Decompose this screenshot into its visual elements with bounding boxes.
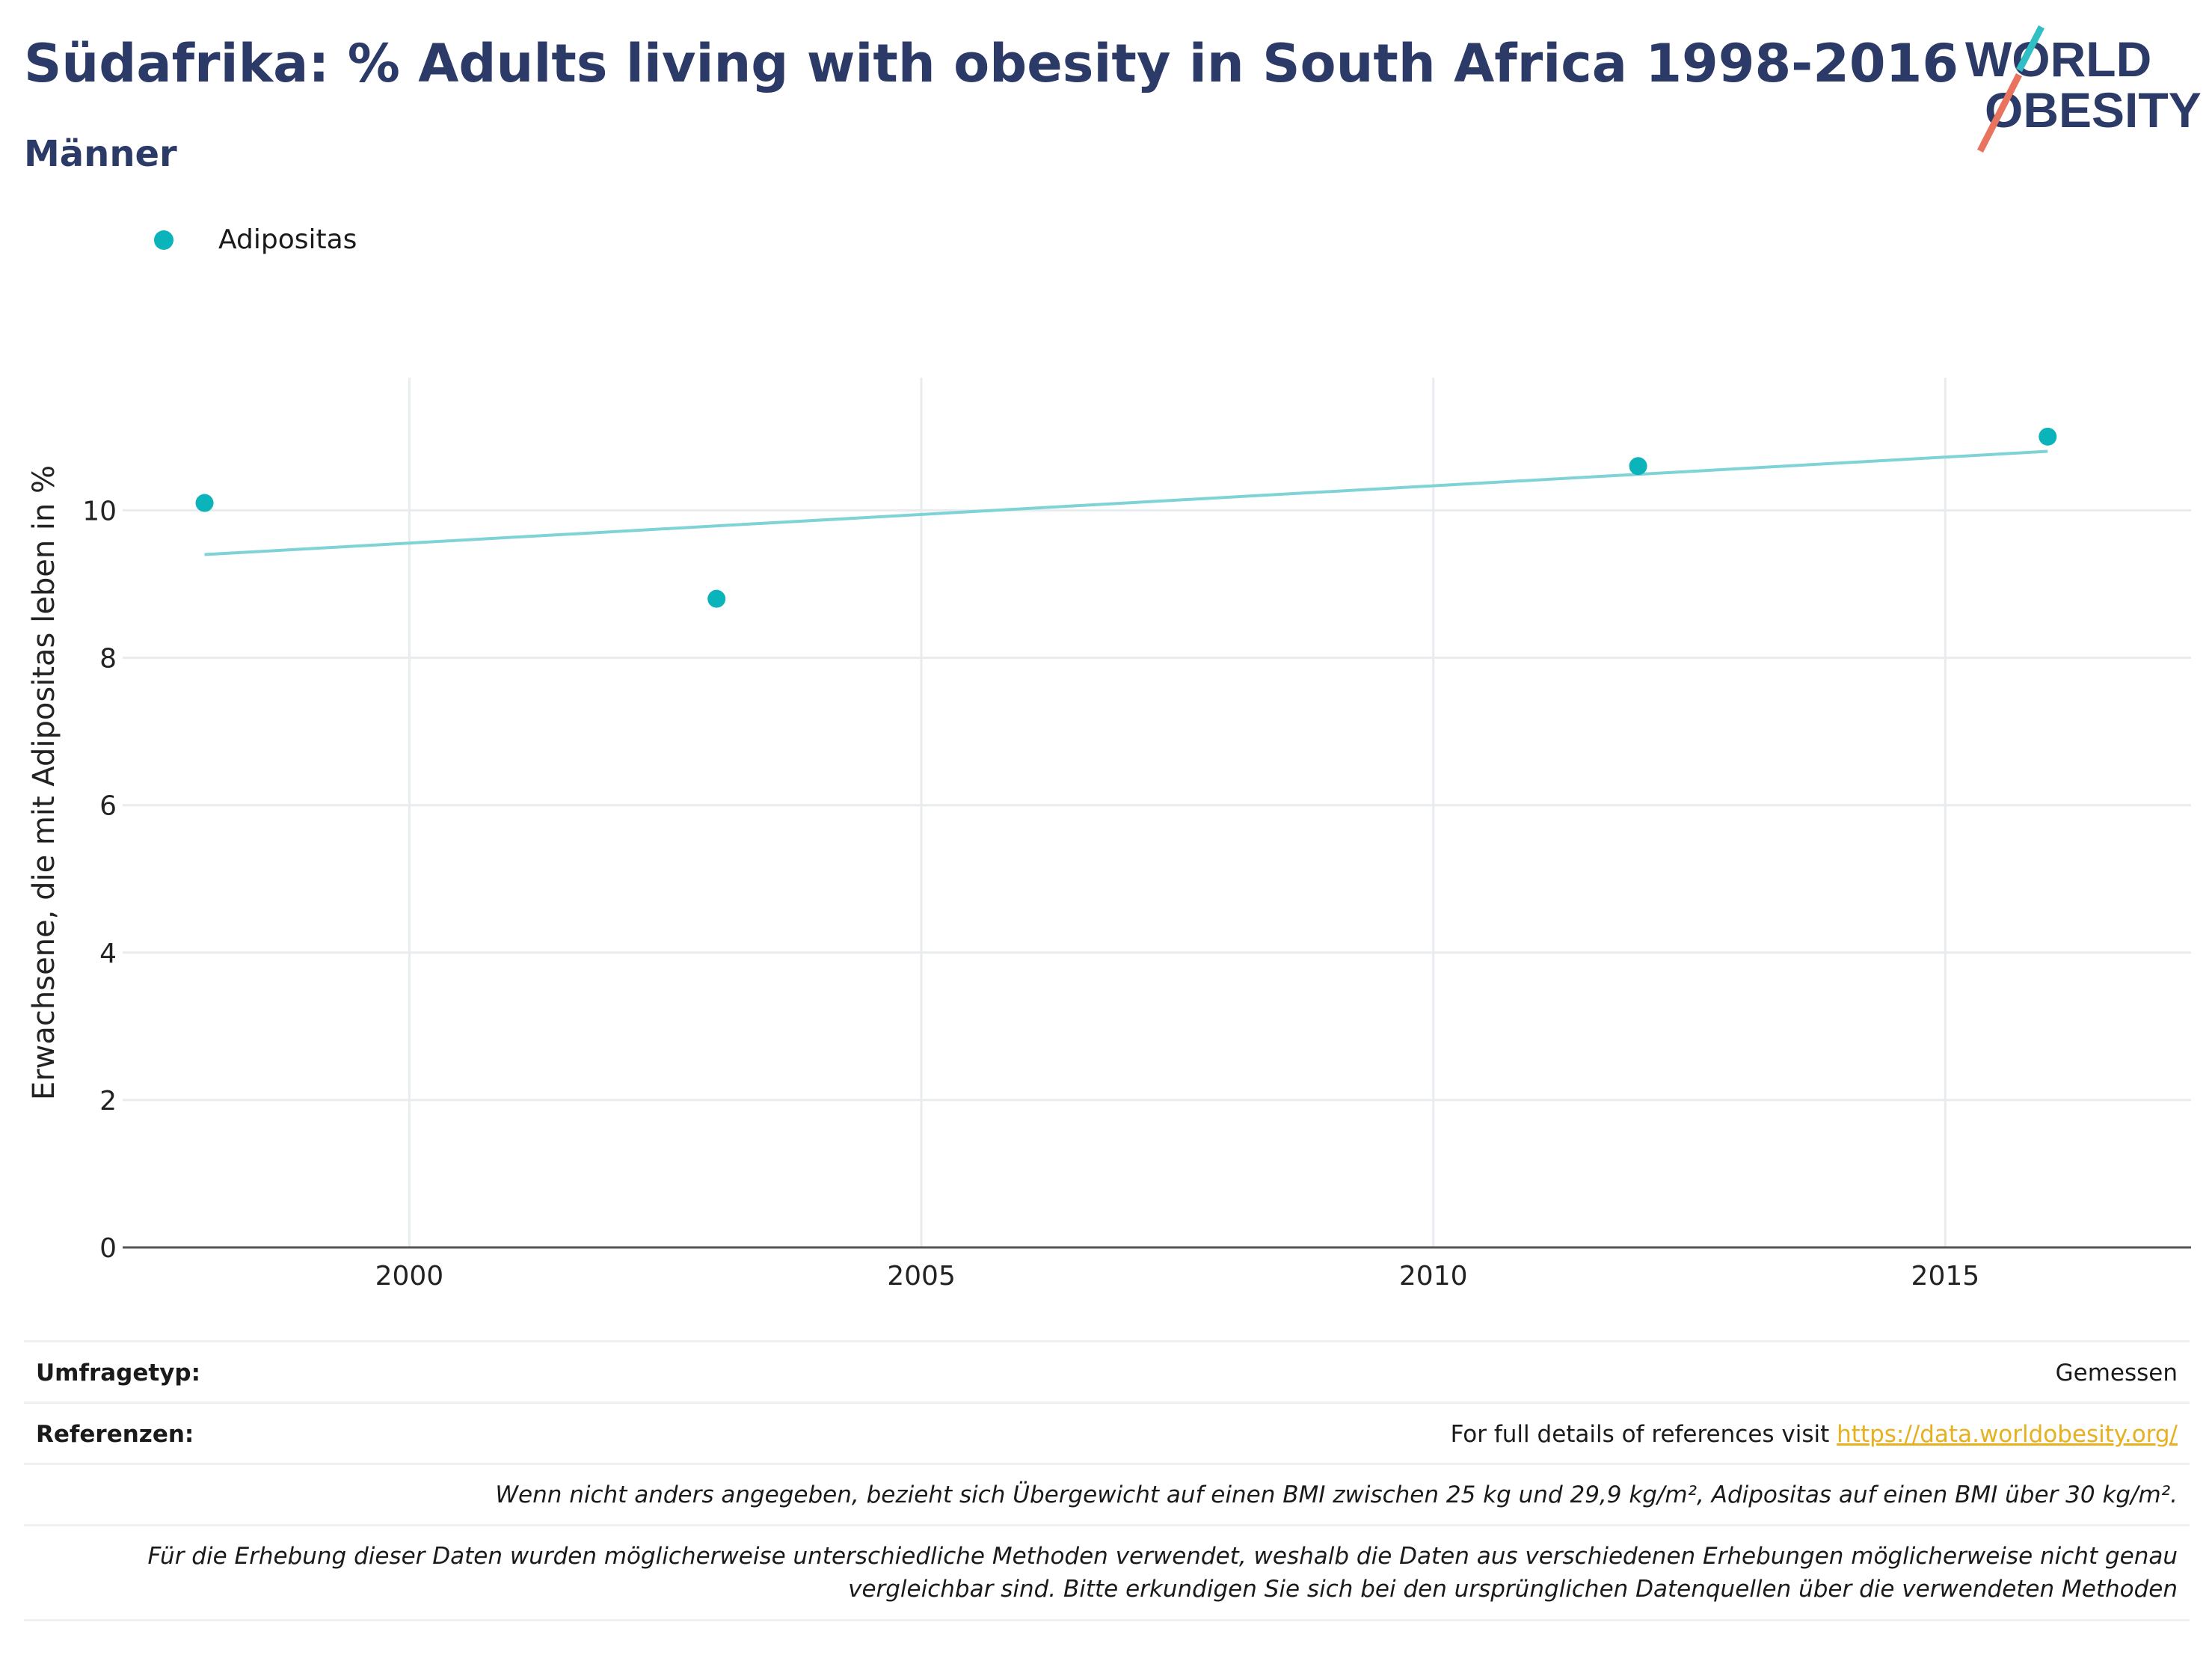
chart-subtitle: Männer bbox=[24, 133, 177, 175]
methods-note-line-2: vergleichbar sind. Bitte erkundigen Sie … bbox=[848, 1576, 2178, 1603]
x-tick-label: 2010 bbox=[1399, 1261, 1468, 1292]
scatter-chart: 2000 2005 2010 2015 0 2 4 6 8 10 Erwachsene, die m… bbox=[27, 378, 2191, 1292]
x-tick-label: 2005 bbox=[887, 1261, 956, 1292]
footer-references-row: Referenzen: For full details of referenc… bbox=[24, 1401, 2190, 1465]
data-point bbox=[195, 494, 214, 512]
footer-survey-row: Umfragetyp: Gemessen bbox=[24, 1340, 2190, 1404]
svg-text:WORLD: WORLD bbox=[1965, 31, 2151, 87]
y-tick-label: 4 bbox=[99, 939, 117, 969]
methods-note: Für die Erhebung dieser Daten wurden mög… bbox=[24, 1526, 2190, 1606]
footer-bmi-note-row: Wenn nicht anders angegeben, bezieht sic… bbox=[24, 1463, 2190, 1526]
svg-text:OBESITY: OBESITY bbox=[1985, 82, 2202, 138]
x-tick-label: 2000 bbox=[375, 1261, 444, 1292]
references-link[interactable]: https://data.worldobesity.org/ bbox=[1837, 1421, 2178, 1448]
trend-line bbox=[204, 449, 2048, 556]
chart-title: Südafrika: % Adults living with obesity … bbox=[24, 33, 1959, 94]
x-tick-label: 2015 bbox=[1911, 1261, 1980, 1292]
legend-label: Adipositas bbox=[218, 224, 357, 255]
y-tick-label: 0 bbox=[99, 1233, 117, 1264]
survey-type-label: Umfragetyp: bbox=[36, 1360, 200, 1387]
y-tick-label: 10 bbox=[82, 496, 117, 526]
data-point bbox=[1629, 457, 1647, 476]
world-obesity-logo: WORLD OBESITY bbox=[1965, 25, 2202, 153]
y-tick-label: 6 bbox=[99, 791, 117, 822]
references-text: For full details of references visit bbox=[1450, 1421, 1830, 1448]
references-text-group: For full details of references visit htt… bbox=[1451, 1421, 2178, 1448]
bmi-note: Wenn nicht anders angegeben, bezieht sic… bbox=[495, 1481, 2178, 1508]
references-label: Referenzen: bbox=[36, 1421, 194, 1448]
legend: Adipositas bbox=[154, 224, 357, 255]
data-point bbox=[2039, 427, 2057, 446]
y-tick-label: 2 bbox=[99, 1086, 117, 1117]
data-point bbox=[707, 589, 726, 608]
survey-type-value: Gemessen bbox=[2055, 1360, 2178, 1387]
y-tick-label: 8 bbox=[99, 644, 117, 675]
y-axis-title: Erwachsene, die mit Adipositas leben in … bbox=[27, 465, 61, 1100]
legend-marker bbox=[154, 230, 173, 250]
methods-note-line-1: Für die Erhebung dieser Daten wurden mög… bbox=[147, 1543, 2178, 1570]
footer-methods-note-row: Für die Erhebung dieser Daten wurden mög… bbox=[24, 1524, 2190, 1621]
